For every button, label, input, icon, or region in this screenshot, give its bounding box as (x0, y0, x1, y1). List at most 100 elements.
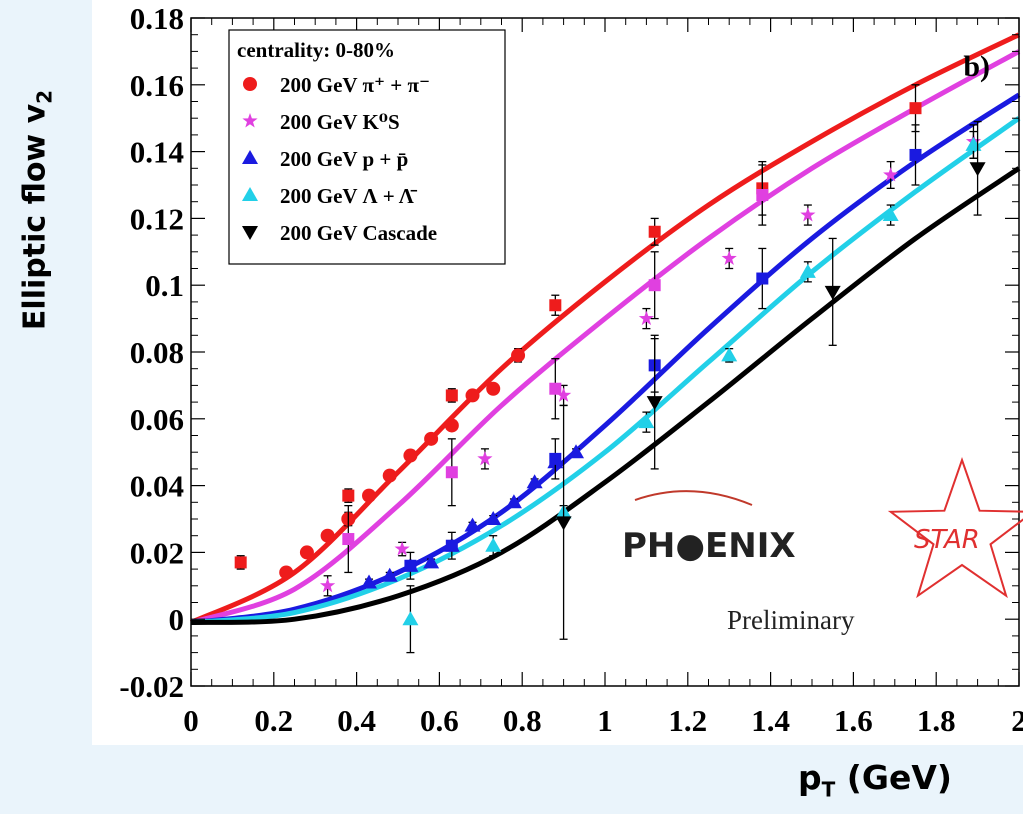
data-point (424, 431, 439, 446)
x-tick-label: 1.4 (751, 703, 790, 738)
data-point (423, 554, 440, 569)
data-point (486, 381, 501, 396)
data-point (234, 556, 247, 569)
phenix-logo: PH●ENIX (622, 490, 796, 566)
star-outline (887, 456, 1023, 599)
data-point (638, 310, 654, 326)
x-tick-label: 0.4 (337, 703, 376, 738)
y-tick-label: 0.1 (145, 268, 184, 303)
y-tick-label: 0.02 (130, 535, 184, 570)
legend-title: centrality: 0-80% (237, 38, 395, 62)
data-point (403, 448, 418, 463)
legend: centrality: 0-80% 200 GeV π⁺ + π⁻200 GeV… (228, 29, 506, 265)
data-point (320, 577, 336, 593)
data-point (909, 148, 922, 161)
data-point (526, 474, 543, 489)
data-point (485, 537, 502, 552)
preliminary-label: Preliminary (727, 605, 855, 635)
data-point (394, 541, 410, 556)
y-tick-label: -0.02 (119, 669, 184, 704)
data-point (402, 611, 419, 626)
data-point (568, 444, 585, 459)
x-tick-label: 0.8 (503, 703, 542, 738)
data-point (909, 102, 922, 115)
data-point (556, 387, 572, 402)
x-tick-label: 0 (183, 703, 199, 738)
data-point (362, 488, 377, 503)
legend-label: 200 GeV π⁺ + π⁻ (280, 73, 430, 97)
y-tick-label: 0.16 (130, 68, 184, 103)
legend-marker (242, 226, 258, 240)
y-tick-label: 0.14 (130, 135, 184, 170)
panel-label: b) (963, 50, 990, 83)
data-point (445, 539, 458, 552)
data-point (465, 388, 480, 403)
legend-marker (243, 77, 257, 91)
fit-curve (190, 49, 1021, 625)
y-tick-label: 0 (169, 602, 185, 637)
data-point (444, 418, 459, 433)
fit-curve (190, 166, 1021, 626)
x-tick-label: 2 (1011, 703, 1023, 738)
data-point (382, 468, 397, 483)
star-wordmark: STAR (914, 525, 980, 555)
y-axis: -0.02 0 0.02 0.04 0.06 0.08 0.1 0.12 0.14 0.16 0.1… (119, 1, 1019, 704)
data-points (234, 84, 986, 654)
data-point (381, 567, 398, 582)
data-point (756, 272, 769, 285)
data-point (969, 162, 986, 177)
legend-marker (242, 150, 258, 164)
data-point (800, 207, 816, 222)
data-point (721, 347, 738, 362)
data-point (549, 452, 562, 465)
legend-label: 200 GeV Λ + Λ̄ (280, 184, 418, 208)
x-axis: 0 0.2 0.4 0.6 0.8 1 1.2 1.4 1.6 1.8 2 (183, 18, 1023, 738)
x-tick-label: 1.8 (917, 703, 956, 738)
legend-entries: 200 GeV π⁺ + π⁻ 200 GeV K⁰S 200 GeV p + p̄… (242, 73, 437, 245)
y-tick-label: 0.18 (130, 1, 184, 36)
data-point (883, 167, 899, 182)
y-tick-label: 0.04 (130, 469, 184, 504)
data-point (549, 382, 562, 395)
star-logo: STAR (887, 456, 1023, 599)
x-tick-label: 0.2 (254, 703, 293, 738)
legend-marker (242, 113, 258, 128)
y-axis-title-wrap: Elliptic flow v2 (12, 30, 62, 390)
x-tick-label: 0.6 (420, 703, 459, 738)
x-tick-label: 1.2 (668, 703, 707, 738)
legend-label: 200 GeV p + p̄ (280, 147, 408, 171)
legend-label: 200 GeV Cascade (280, 221, 437, 245)
data-point (648, 279, 661, 292)
y-tick-label: 0.06 (130, 402, 184, 437)
x-tick-label: 1 (597, 703, 613, 738)
data-point (320, 528, 335, 543)
x-axis-title: pT (GeV) (798, 758, 952, 802)
phenix-wordmark: PH●ENIX (622, 526, 796, 566)
data-point (477, 450, 493, 466)
legend-marker (242, 187, 258, 201)
legend-box (228, 29, 506, 265)
data-point (824, 285, 841, 300)
data-point (299, 545, 314, 560)
data-point (549, 299, 562, 312)
y-axis-title: Elliptic flow v2 (17, 89, 57, 331)
data-point (799, 263, 816, 278)
fit-curve (190, 92, 1021, 626)
legend-label: 200 GeV K⁰S (280, 110, 400, 134)
y-tick-label: 0.08 (130, 335, 184, 370)
data-point (464, 517, 481, 532)
data-point (342, 533, 355, 546)
data-point (882, 207, 899, 222)
data-point (361, 574, 378, 589)
data-point (445, 466, 458, 479)
data-point (404, 559, 417, 572)
data-point (721, 250, 737, 265)
y-tick-label: 0.12 (130, 201, 184, 236)
data-point (445, 389, 458, 402)
data-point (505, 494, 522, 509)
data-point (511, 348, 526, 363)
data-point (648, 225, 661, 238)
data-point (646, 396, 663, 411)
x-tick-label: 1.6 (834, 703, 873, 738)
data-point (342, 489, 355, 502)
